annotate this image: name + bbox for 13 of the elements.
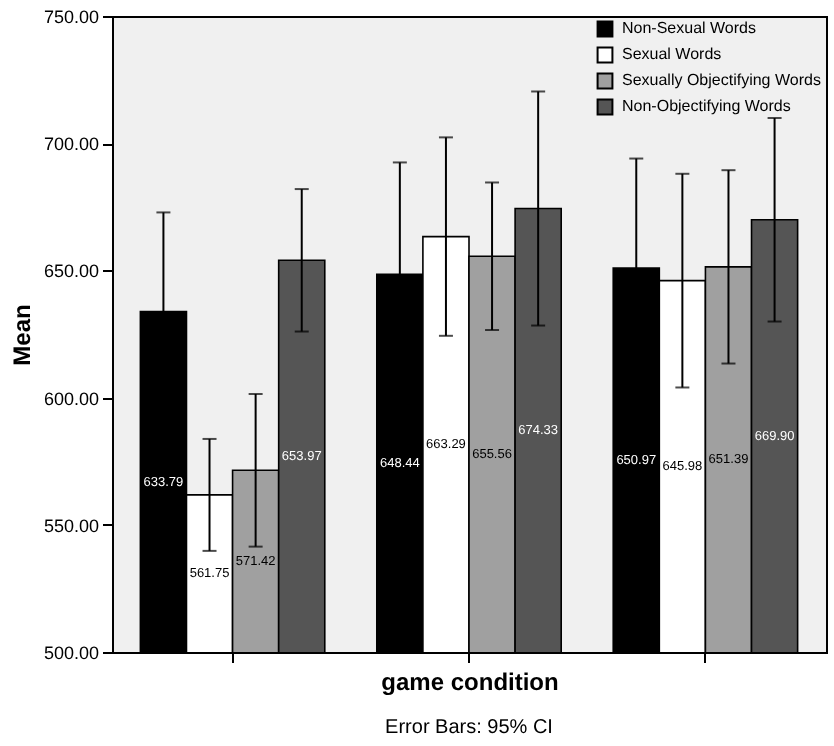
y-tick-label: 550.00 (43, 515, 99, 536)
legend-label: Non-Sexual Words (622, 19, 756, 37)
y-tick-label: 600.00 (43, 388, 99, 409)
legend-label: Sexual Words (622, 45, 722, 63)
x-axis-title: game condition (381, 668, 559, 696)
legend-label: Non-Objectifying Words (622, 97, 791, 115)
text: Error Bars: 95% CI (385, 717, 553, 739)
y-tick-label: 650.00 (43, 261, 99, 282)
y-tick-label: 700.00 (43, 134, 99, 155)
y-axis-title: Mean (7, 304, 36, 366)
legend-label: Sexually Objectifying Words (622, 71, 821, 89)
y-tick-label: 750.00 (43, 7, 99, 27)
y-tick-label: 500.00 (43, 643, 99, 663)
